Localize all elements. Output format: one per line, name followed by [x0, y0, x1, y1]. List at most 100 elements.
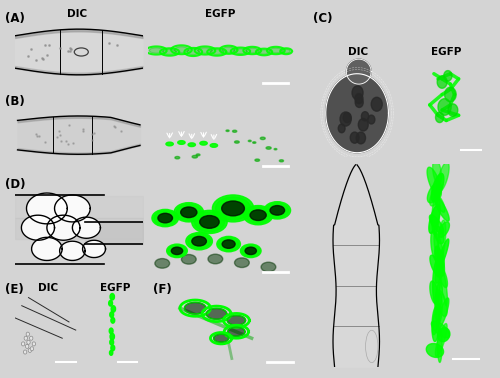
- Circle shape: [216, 197, 250, 220]
- Polygon shape: [438, 220, 446, 260]
- Circle shape: [338, 124, 345, 133]
- Polygon shape: [234, 49, 247, 54]
- Polygon shape: [32, 237, 62, 260]
- Polygon shape: [428, 183, 442, 203]
- Polygon shape: [163, 50, 176, 54]
- Polygon shape: [432, 174, 444, 201]
- Circle shape: [264, 202, 290, 219]
- Circle shape: [355, 97, 363, 107]
- Polygon shape: [47, 215, 80, 240]
- Polygon shape: [438, 99, 451, 115]
- Text: (A): (A): [5, 12, 25, 25]
- Polygon shape: [430, 190, 440, 206]
- Circle shape: [208, 254, 222, 264]
- Text: DIC: DIC: [38, 283, 58, 293]
- Polygon shape: [429, 204, 440, 233]
- Circle shape: [176, 204, 202, 220]
- Circle shape: [340, 112, 351, 126]
- Circle shape: [192, 155, 198, 158]
- Text: DIC: DIC: [68, 9, 87, 19]
- Polygon shape: [435, 194, 445, 212]
- Polygon shape: [228, 327, 245, 336]
- Polygon shape: [438, 162, 449, 192]
- Polygon shape: [210, 50, 224, 54]
- Circle shape: [352, 86, 363, 100]
- Circle shape: [246, 207, 270, 223]
- Circle shape: [172, 247, 182, 254]
- Circle shape: [222, 240, 234, 248]
- Circle shape: [32, 342, 35, 346]
- Circle shape: [175, 156, 180, 159]
- Polygon shape: [326, 74, 388, 153]
- Circle shape: [30, 347, 34, 351]
- Circle shape: [240, 244, 261, 257]
- Circle shape: [111, 345, 114, 351]
- Circle shape: [111, 318, 114, 323]
- Circle shape: [358, 118, 368, 131]
- Polygon shape: [435, 282, 442, 314]
- Polygon shape: [436, 290, 447, 316]
- Circle shape: [158, 213, 172, 223]
- Polygon shape: [437, 298, 449, 329]
- Polygon shape: [22, 215, 54, 240]
- Polygon shape: [206, 308, 227, 319]
- Text: (C): (C): [314, 12, 333, 25]
- Circle shape: [270, 206, 284, 215]
- Polygon shape: [222, 47, 235, 53]
- Polygon shape: [54, 195, 90, 222]
- Circle shape: [242, 245, 260, 257]
- Polygon shape: [174, 46, 188, 53]
- Polygon shape: [437, 76, 447, 88]
- Polygon shape: [438, 266, 448, 288]
- Polygon shape: [430, 255, 442, 277]
- Circle shape: [24, 336, 28, 340]
- Circle shape: [234, 258, 250, 268]
- Polygon shape: [427, 167, 442, 197]
- Circle shape: [154, 211, 176, 225]
- Circle shape: [168, 245, 186, 257]
- Circle shape: [155, 259, 170, 268]
- Circle shape: [182, 254, 196, 264]
- Circle shape: [371, 97, 382, 111]
- Circle shape: [110, 339, 114, 345]
- Polygon shape: [444, 71, 452, 81]
- Circle shape: [158, 214, 172, 222]
- Polygon shape: [434, 196, 449, 221]
- Circle shape: [226, 130, 229, 132]
- Circle shape: [232, 130, 237, 132]
- Polygon shape: [270, 48, 282, 53]
- Circle shape: [246, 248, 256, 254]
- Circle shape: [27, 340, 30, 344]
- Circle shape: [280, 160, 283, 162]
- Circle shape: [152, 209, 178, 227]
- Polygon shape: [434, 226, 444, 244]
- Polygon shape: [26, 193, 68, 224]
- Polygon shape: [431, 230, 439, 260]
- Text: (F): (F): [152, 283, 171, 296]
- Circle shape: [270, 206, 284, 215]
- Text: (B): (B): [5, 95, 25, 108]
- Circle shape: [28, 349, 32, 352]
- Circle shape: [250, 210, 266, 220]
- Polygon shape: [435, 246, 444, 276]
- Polygon shape: [184, 302, 206, 314]
- Polygon shape: [432, 321, 450, 338]
- Polygon shape: [436, 324, 447, 356]
- Text: EGFP: EGFP: [205, 9, 235, 19]
- Polygon shape: [436, 239, 449, 273]
- Circle shape: [30, 336, 33, 340]
- Polygon shape: [282, 49, 290, 53]
- Polygon shape: [246, 48, 258, 53]
- Circle shape: [111, 306, 116, 312]
- Circle shape: [218, 237, 238, 251]
- Polygon shape: [432, 303, 440, 335]
- Polygon shape: [432, 260, 440, 304]
- Text: EGFP: EGFP: [431, 47, 461, 57]
- Circle shape: [217, 236, 240, 252]
- Circle shape: [244, 206, 273, 225]
- Circle shape: [222, 240, 235, 248]
- Circle shape: [110, 350, 113, 355]
- Polygon shape: [198, 48, 212, 53]
- Polygon shape: [432, 307, 439, 342]
- Circle shape: [182, 208, 196, 217]
